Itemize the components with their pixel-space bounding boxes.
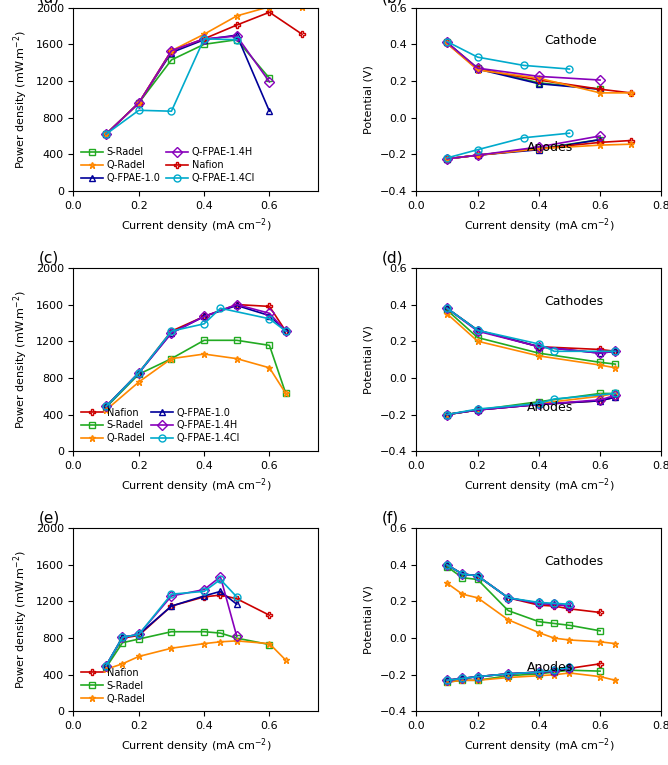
Text: (e): (e) <box>39 511 60 526</box>
X-axis label: Current density (mA cm$^{-2}$): Current density (mA cm$^{-2}$) <box>121 477 271 495</box>
Text: Cathodes: Cathodes <box>544 555 603 568</box>
Text: Anodes: Anodes <box>526 661 573 674</box>
Legend: S-Radel, Q-Radel, Q-FPAE-1.0, Q-FPAE-1.4H, Nafion, Q-FPAE-1.4Cl: S-Radel, Q-Radel, Q-FPAE-1.0, Q-FPAE-1.4… <box>78 145 258 186</box>
Text: Anodes: Anodes <box>526 141 573 154</box>
Text: (d): (d) <box>382 250 403 265</box>
Text: Cathode: Cathode <box>544 34 597 47</box>
X-axis label: Current density (mA cm$^{-2}$): Current density (mA cm$^{-2}$) <box>121 216 271 235</box>
Y-axis label: Potential (V): Potential (V) <box>364 325 374 394</box>
Legend: Nafion, S-Radel, Q-Radel, Q-FPAE-1.0, Q-FPAE-1.4H, Q-FPAE-1.4Cl: Nafion, S-Radel, Q-Radel, Q-FPAE-1.0, Q-… <box>78 405 242 446</box>
Y-axis label: Potential (V): Potential (V) <box>364 65 374 134</box>
X-axis label: Current density (mA cm$^{-2}$): Current density (mA cm$^{-2}$) <box>464 216 614 235</box>
Legend: Nafion, S-Radel, Q-Radel: Nafion, S-Radel, Q-Radel <box>78 665 148 707</box>
Y-axis label: Power density (mW.m$^{-2}$): Power density (mW.m$^{-2}$) <box>11 550 30 689</box>
Y-axis label: Power density (mW.m$^{-2}$): Power density (mW.m$^{-2}$) <box>11 290 30 429</box>
Y-axis label: Power density (mW.m$^{-2}$): Power density (mW.m$^{-2}$) <box>11 30 30 169</box>
Text: (c): (c) <box>39 250 59 265</box>
Y-axis label: Potential (V): Potential (V) <box>364 585 374 654</box>
Text: Anodes: Anodes <box>526 401 573 414</box>
Text: Cathodes: Cathodes <box>544 295 603 308</box>
Text: (f): (f) <box>382 511 399 526</box>
Text: (b): (b) <box>382 0 403 5</box>
X-axis label: Current density (mA cm$^{-2}$): Current density (mA cm$^{-2}$) <box>464 477 614 495</box>
X-axis label: Current density (mA cm$^{-2}$): Current density (mA cm$^{-2}$) <box>464 737 614 755</box>
Text: (a): (a) <box>39 0 60 5</box>
X-axis label: Current density (mA cm$^{-2}$): Current density (mA cm$^{-2}$) <box>121 737 271 755</box>
